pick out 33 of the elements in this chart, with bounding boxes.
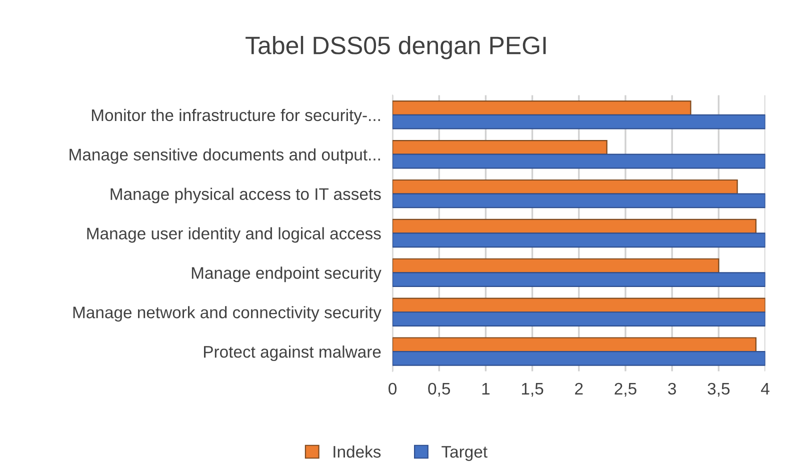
x-tick-label: 3,5 (708, 382, 730, 397)
bar (392, 100, 692, 116)
bar (392, 258, 720, 274)
bar (392, 179, 738, 194)
x-tick-label: 2,5 (614, 382, 636, 397)
y-tick-label: Manage network and connectivity security (73, 306, 382, 322)
x-tick-label: 3 (668, 382, 676, 395)
bar (392, 298, 766, 313)
x-tick-label: 4 (760, 383, 770, 394)
bar (392, 193, 766, 208)
y-tick-label: Manage endpoint security (192, 266, 382, 282)
legend-label: Indeks (334, 445, 381, 458)
y-tick-label: Manage physical access to IT assets (110, 188, 381, 204)
bar (392, 272, 766, 288)
x-tick-label: 2 (575, 382, 583, 394)
y-tick-label: Protect against malware (204, 346, 381, 362)
chart-title: Tabel DSS05 dengan PEGI (246, 36, 546, 60)
bar (392, 351, 766, 366)
x-tick-label: 0,5 (428, 382, 450, 397)
y-tick-label: Manage user identity and logical access (87, 227, 381, 243)
bar (392, 232, 766, 248)
bar (392, 140, 608, 155)
y-tick-label: Manage sensitive documents and output... (70, 148, 380, 164)
x-tick-label: 1,5 (522, 383, 544, 397)
x-tick-label: 1 (482, 383, 490, 394)
bar (392, 154, 766, 169)
legend-label: Target (442, 446, 488, 461)
bar (392, 218, 756, 234)
bar (392, 114, 766, 130)
bar (392, 312, 766, 326)
y-tick-label: Monitor the infrastructure for security-... (92, 108, 380, 124)
x-tick-label: 0 (388, 382, 397, 395)
bar (392, 337, 756, 352)
